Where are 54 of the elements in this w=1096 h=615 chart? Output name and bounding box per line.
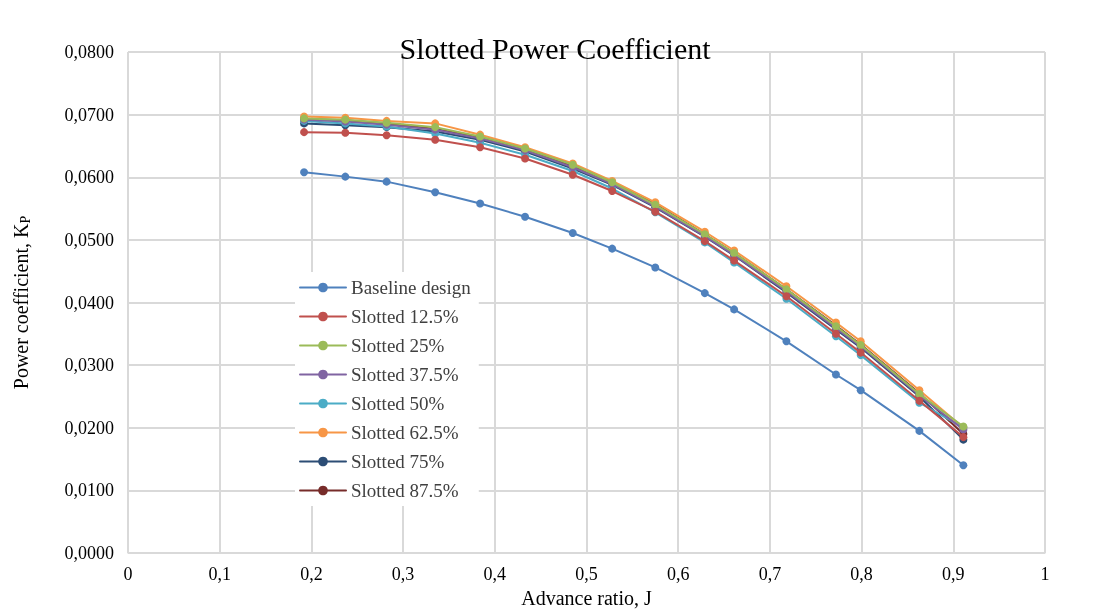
x-axis-title: Advance ratio, J bbox=[521, 586, 652, 609]
y-tick-label: 0,0600 bbox=[64, 167, 114, 188]
point bbox=[431, 188, 440, 197]
point bbox=[382, 131, 391, 140]
legend-label: Slotted 25% bbox=[351, 335, 445, 356]
x-tick-label: 0,6 bbox=[666, 564, 690, 584]
point bbox=[959, 461, 968, 470]
x-tick-label: 0 bbox=[123, 564, 133, 584]
point bbox=[700, 289, 709, 298]
point bbox=[568, 170, 577, 179]
y-axis-title: Power coefficient, KP bbox=[10, 215, 33, 390]
point bbox=[431, 135, 440, 144]
point bbox=[651, 263, 660, 272]
legend-label: Slotted 12.5% bbox=[351, 306, 459, 327]
point bbox=[856, 386, 865, 395]
y-tick-label: 0,0800 bbox=[64, 42, 114, 62]
y-tick-label: 0,0400 bbox=[64, 292, 114, 313]
point bbox=[730, 305, 739, 314]
point bbox=[300, 128, 309, 137]
x-tick-label: 0,3 bbox=[391, 564, 415, 584]
legend-label: Slotted 75% bbox=[351, 451, 445, 472]
y-tick-label: 0,0200 bbox=[64, 417, 114, 438]
point bbox=[521, 212, 530, 221]
y-tick-label: 0,0000 bbox=[64, 543, 114, 563]
point bbox=[476, 199, 485, 208]
x-tick-label: 0,9 bbox=[942, 564, 965, 584]
legend-label: Slotted 37.5% bbox=[351, 364, 459, 385]
x-tick-label: 0,4 bbox=[483, 564, 507, 584]
point bbox=[915, 426, 924, 435]
x-tick-label: 0,1 bbox=[208, 564, 231, 584]
point bbox=[782, 337, 791, 346]
y-tick-label: 0,0100 bbox=[64, 480, 114, 501]
point bbox=[831, 370, 840, 379]
x-tick-label: 1 bbox=[1040, 564, 1050, 584]
x-tick-label: 0,5 bbox=[575, 564, 598, 584]
legend-label: Slotted 87.5% bbox=[351, 480, 459, 501]
chart-title: Slotted Power Coefficient bbox=[399, 31, 712, 65]
point bbox=[476, 143, 485, 152]
y-tick-label: 0,0700 bbox=[64, 104, 114, 125]
point bbox=[568, 228, 577, 237]
point bbox=[382, 177, 391, 186]
point bbox=[300, 168, 309, 177]
point bbox=[608, 244, 617, 253]
x-tick-label: 0,8 bbox=[850, 564, 873, 584]
y-tick-label: 0,0500 bbox=[64, 229, 114, 250]
legend-label: Slotted 62.5% bbox=[351, 422, 459, 443]
point bbox=[341, 172, 350, 181]
legend-label: Baseline design bbox=[351, 277, 472, 298]
point bbox=[521, 154, 530, 163]
legend-label: Slotted 50% bbox=[351, 393, 445, 414]
point bbox=[341, 128, 350, 137]
x-tick-label: 0,2 bbox=[300, 564, 323, 584]
x-tick-label: 0,7 bbox=[758, 564, 782, 584]
y-tick-label: 0,0300 bbox=[64, 355, 114, 376]
